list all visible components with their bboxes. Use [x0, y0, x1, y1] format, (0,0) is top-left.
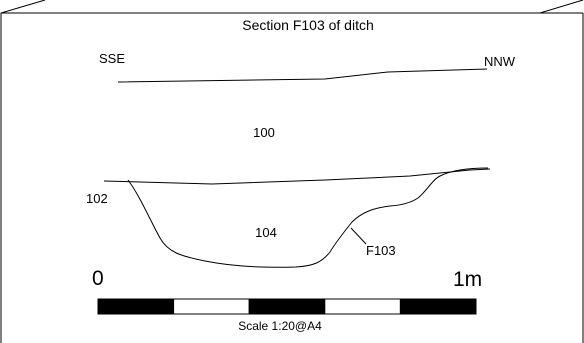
scale-bar	[97, 298, 477, 315]
scale-start-label: 0	[92, 267, 104, 290]
scale-bar-segment	[173, 298, 250, 315]
feature-leader-line	[350, 227, 367, 245]
layer-label-top: 100	[253, 125, 275, 140]
ditch-profile	[127, 167, 489, 268]
orientation-left-label: SSE	[99, 51, 125, 66]
feature-label: F103	[366, 243, 396, 258]
scale-bar-segment	[97, 298, 175, 315]
orientation-right-label: NNW	[484, 54, 516, 69]
diagram-title: Section F103 of ditch	[242, 17, 374, 33]
layer-label-left: 102	[86, 191, 108, 206]
scale-end-label: 1m	[453, 268, 482, 291]
ground-surface-line	[117, 68, 488, 83]
scale-bar-segment	[399, 298, 477, 315]
layer-label-fill: 104	[255, 225, 277, 240]
scale-bar-segment	[248, 298, 326, 315]
scale-bar-segment	[324, 298, 401, 315]
scale-caption: Scale 1:20@A4	[238, 319, 322, 333]
cut-horizon-line	[103, 168, 491, 185]
